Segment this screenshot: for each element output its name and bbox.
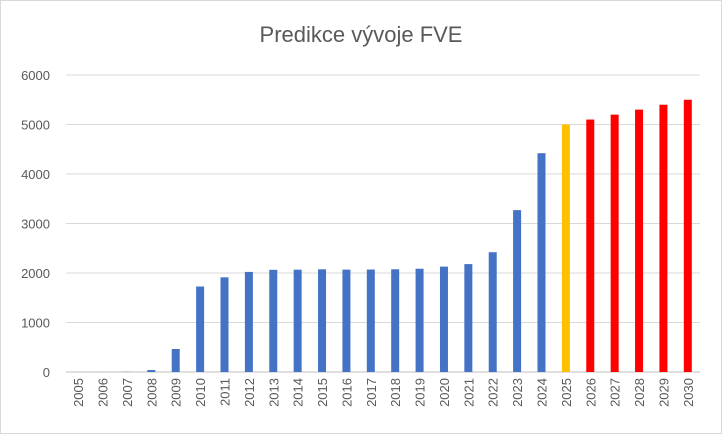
chart-title: Predikce vývoje FVE bbox=[259, 22, 463, 47]
bar-2030 bbox=[683, 99, 692, 372]
bar-2014 bbox=[293, 269, 302, 372]
bar-2021 bbox=[464, 264, 473, 372]
bar-2029 bbox=[659, 104, 668, 372]
x-tick-label: 2007 bbox=[120, 378, 135, 407]
x-tick-label: 2005 bbox=[71, 378, 86, 407]
x-tick-label: 2029 bbox=[656, 378, 671, 407]
bar-2024 bbox=[537, 153, 546, 372]
x-tick-label: 2028 bbox=[632, 378, 647, 407]
bar-2018 bbox=[391, 269, 400, 372]
bar-2026 bbox=[586, 119, 595, 372]
x-tick-label: 2022 bbox=[486, 378, 501, 407]
bar-2023 bbox=[513, 210, 522, 372]
x-tick-label: 2025 bbox=[559, 378, 574, 407]
y-tick-label: 5000 bbox=[21, 118, 50, 133]
x-tick-label: 2017 bbox=[364, 378, 379, 407]
bar-2013 bbox=[269, 269, 278, 372]
x-tick-label: 2030 bbox=[681, 378, 696, 407]
bar-2019 bbox=[415, 268, 424, 372]
bar-2008 bbox=[147, 370, 156, 372]
bar-2015 bbox=[318, 269, 327, 372]
x-tick-label: 2015 bbox=[315, 378, 330, 407]
bar-2017 bbox=[366, 269, 375, 372]
x-tick-label: 2024 bbox=[535, 378, 550, 407]
y-tick-label: 0 bbox=[43, 365, 50, 380]
y-tick-label: 3000 bbox=[21, 217, 50, 232]
bar-2025 bbox=[561, 124, 570, 372]
bar-2009 bbox=[171, 348, 180, 372]
x-tick-label: 2018 bbox=[388, 378, 403, 407]
bar-2010 bbox=[196, 286, 205, 372]
x-tick-label: 2012 bbox=[242, 378, 257, 407]
x-tick-label: 2026 bbox=[583, 378, 598, 407]
bar-2011 bbox=[220, 277, 229, 372]
bar-2020 bbox=[439, 266, 448, 372]
x-tick-label: 2016 bbox=[339, 378, 354, 407]
x-tick-label: 2013 bbox=[266, 378, 281, 407]
x-tick-label: 2006 bbox=[96, 378, 111, 407]
y-tick-label: 1000 bbox=[21, 316, 50, 331]
x-tick-label: 2020 bbox=[437, 378, 452, 407]
x-tick-label: 2008 bbox=[144, 378, 159, 407]
y-tick-label: 4000 bbox=[21, 167, 50, 182]
bar-2028 bbox=[635, 109, 644, 373]
bar-2022 bbox=[488, 252, 497, 372]
y-tick-label: 6000 bbox=[21, 68, 50, 83]
x-tick-label: 2014 bbox=[291, 378, 306, 407]
x-tick-label: 2009 bbox=[169, 378, 184, 407]
x-tick-label: 2010 bbox=[193, 378, 208, 407]
x-tick-label: 2021 bbox=[461, 378, 476, 407]
x-tick-label: 2019 bbox=[413, 378, 428, 407]
x-tick-label: 2027 bbox=[608, 378, 623, 407]
x-tick-label: 2023 bbox=[510, 378, 525, 407]
bar-2012 bbox=[244, 271, 253, 372]
bar-2016 bbox=[342, 269, 351, 372]
bar-2027 bbox=[610, 114, 619, 372]
y-tick-label: 2000 bbox=[21, 266, 50, 281]
x-tick-label: 2011 bbox=[218, 378, 233, 406]
